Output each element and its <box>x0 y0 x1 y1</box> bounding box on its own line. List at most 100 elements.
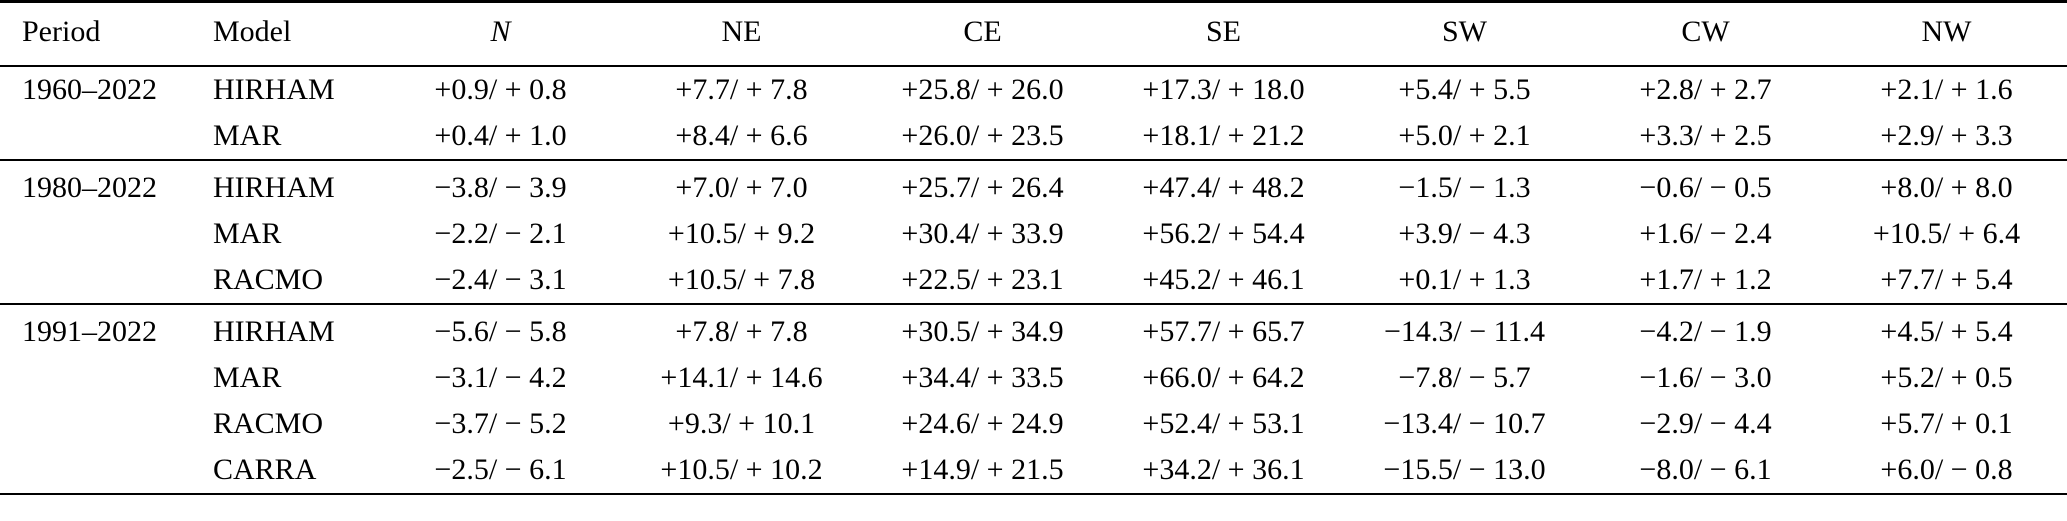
value-cell: +30.4/ + 33.9 <box>901 217 1064 250</box>
column-header-se: SE <box>1103 1 1344 67</box>
period-cell: 1960–2022 <box>22 73 157 106</box>
value-cell: +47.4/ + 48.2 <box>1103 159 1344 211</box>
value-cell: +56.2/ + 54.4 <box>1142 217 1305 250</box>
value-cell: +52.4/ + 53.1 <box>1142 407 1305 440</box>
period-cell <box>0 211 205 257</box>
header-row: Period Model N NE CE SE SW CW NW <box>0 1 2067 67</box>
value-cell: +25.8/ + 26.0 <box>901 73 1064 106</box>
column-header-period: Period <box>0 1 205 67</box>
value-cell: +1.6/ − 2.4 <box>1639 217 1772 250</box>
period-cell: 1991–2022 <box>0 303 205 355</box>
table-row: MAR −3.1/ − 4.2 +14.1/ + 14.6 +34.4/ + 3… <box>0 355 2067 401</box>
table-row: RACMO −2.4/ − 3.1 +10.5/ + 7.8 +22.5/ + … <box>0 257 2067 304</box>
value-cell: +7.0/ + 7.0 <box>621 159 862 211</box>
value-cell: +3.9/ − 4.3 <box>1398 217 1531 250</box>
model-cell: MAR <box>213 217 282 250</box>
model-cell: RACMO <box>213 407 324 440</box>
value-cell: −0.6/ − 0.5 <box>1585 159 1826 211</box>
column-header-sw: SW <box>1344 1 1585 67</box>
value-cell: +9.3/ + 10.1 <box>667 407 816 440</box>
value-cell: +34.4/ + 33.5 <box>901 361 1064 394</box>
value-cell: +10.5/ + 6.4 <box>1872 217 2021 250</box>
period-cell <box>0 257 205 304</box>
value-cell: −13.4/ − 10.7 <box>1383 407 1546 440</box>
value-cell: +5.7/ + 0.1 <box>1880 407 2013 440</box>
value-cell: −1.6/ − 3.0 <box>1639 361 1772 394</box>
model-cell: HIRHAM <box>205 159 380 211</box>
column-header-model: Model <box>205 1 380 67</box>
value-cell: +10.5/ + 7.8 <box>667 263 816 296</box>
column-header-nw: NW <box>1826 1 2067 67</box>
value-cell: −3.1/ − 4.2 <box>434 361 567 394</box>
value-cell: +24.6/ + 24.9 <box>901 407 1064 440</box>
value-cell: +0.1/ + 1.3 <box>1398 263 1531 296</box>
value-cell: −8.0/ − 6.1 <box>1639 453 1772 486</box>
value-cell: +0.4/ + 1.0 <box>434 119 567 152</box>
value-cell: +14.1/ + 14.6 <box>660 361 823 394</box>
value-cell: +22.5/ + 23.1 <box>901 263 1064 296</box>
value-cell: +0.9/ + 0.8 <box>434 73 567 106</box>
value-cell: +2.1/ + 1.6 <box>1880 73 2013 106</box>
period-cell <box>0 447 205 494</box>
value-cell: −2.9/ − 4.4 <box>1639 407 1772 440</box>
value-cell: −3.8/ − 3.9 <box>380 159 621 211</box>
period-cell <box>0 113 205 160</box>
table-body: 1960–2022 HIRHAM +0.9/ + 0.8 +7.7/ + 7.8… <box>0 66 2067 494</box>
period-cell <box>0 401 205 447</box>
value-cell: +7.7/ + 5.4 <box>1880 263 2013 296</box>
value-cell: −4.2/ − 1.9 <box>1585 303 1826 355</box>
model-cell: RACMO <box>213 263 324 296</box>
table-header: Period Model N NE CE SE SW CW NW <box>0 1 2067 67</box>
value-cell: +6.0/ − 0.8 <box>1880 453 2013 486</box>
value-cell: +26.0/ + 23.5 <box>901 119 1064 152</box>
value-cell: +17.3/ + 18.0 <box>1142 73 1305 106</box>
value-cell: −3.7/ − 5.2 <box>434 407 567 440</box>
model-cell: HIRHAM <box>213 73 335 106</box>
value-cell: +66.0/ + 64.2 <box>1142 361 1305 394</box>
value-cell: +5.0/ + 2.1 <box>1398 119 1531 152</box>
column-header-cw: CW <box>1585 1 1826 67</box>
table-row: MAR −2.2/ − 2.1 +10.5/ + 9.2 +30.4/ + 33… <box>0 211 2067 257</box>
value-cell: +45.2/ + 46.1 <box>1142 263 1305 296</box>
model-cell: MAR <box>213 119 282 152</box>
table-row: 1980–2022 HIRHAM −3.8/ − 3.9 +7.0/ + 7.0… <box>0 159 2067 211</box>
value-cell: +7.8/ + 7.8 <box>621 303 862 355</box>
value-cell: +8.4/ + 6.6 <box>675 119 808 152</box>
table-row: CARRA −2.5/ − 6.1 +10.5/ + 10.2 +14.9/ +… <box>0 447 2067 494</box>
value-cell: −2.5/ − 6.1 <box>434 453 567 486</box>
period-cell: 1980–2022 <box>0 159 205 211</box>
value-cell: +10.5/ + 9.2 <box>667 217 816 250</box>
value-cell: −5.6/ − 5.8 <box>380 303 621 355</box>
value-cell: +5.2/ + 0.5 <box>1880 361 2013 394</box>
period-cell <box>0 355 205 401</box>
value-cell: +5.4/ + 5.5 <box>1398 73 1531 106</box>
value-cell: +25.7/ + 26.4 <box>862 159 1103 211</box>
column-header-ne: NE <box>621 1 862 67</box>
value-cell: +18.1/ + 21.2 <box>1142 119 1305 152</box>
model-cell: HIRHAM <box>205 303 380 355</box>
rcm-period-comparison-table: Period Model N NE CE SE SW CW NW 1960–20… <box>0 0 2067 495</box>
value-cell: +7.7/ + 7.8 <box>675 73 808 106</box>
value-cell: −14.3/ − 11.4 <box>1344 303 1585 355</box>
column-header-ce: CE <box>862 1 1103 67</box>
value-cell: +3.3/ + 2.5 <box>1639 119 1772 152</box>
model-cell: CARRA <box>213 453 317 486</box>
value-cell: +2.8/ + 2.7 <box>1639 73 1772 106</box>
table-row: 1991–2022 HIRHAM −5.6/ − 5.8 +7.8/ + 7.8… <box>0 303 2067 355</box>
table-row: 1960–2022 HIRHAM +0.9/ + 0.8 +7.7/ + 7.8… <box>0 66 2067 113</box>
value-cell: −7.8/ − 5.7 <box>1398 361 1531 394</box>
value-cell: +14.9/ + 21.5 <box>901 453 1064 486</box>
value-cell: +34.2/ + 36.1 <box>1142 453 1305 486</box>
value-cell: −15.5/ − 13.0 <box>1383 453 1546 486</box>
value-cell: −2.4/ − 3.1 <box>434 263 567 296</box>
value-cell: +4.5/ + 5.4 <box>1826 303 2067 355</box>
table-row: MAR +0.4/ + 1.0 +8.4/ + 6.6 +26.0/ + 23.… <box>0 113 2067 160</box>
value-cell: −1.5/ − 1.3 <box>1344 159 1585 211</box>
value-cell: +57.7/ + 65.7 <box>1103 303 1344 355</box>
model-cell: MAR <box>213 361 282 394</box>
value-cell: +30.5/ + 34.9 <box>862 303 1103 355</box>
value-cell: +1.7/ + 1.2 <box>1639 263 1772 296</box>
column-header-n: N <box>380 1 621 67</box>
value-cell: +10.5/ + 10.2 <box>660 453 823 486</box>
value-cell: +2.9/ + 3.3 <box>1880 119 2013 152</box>
